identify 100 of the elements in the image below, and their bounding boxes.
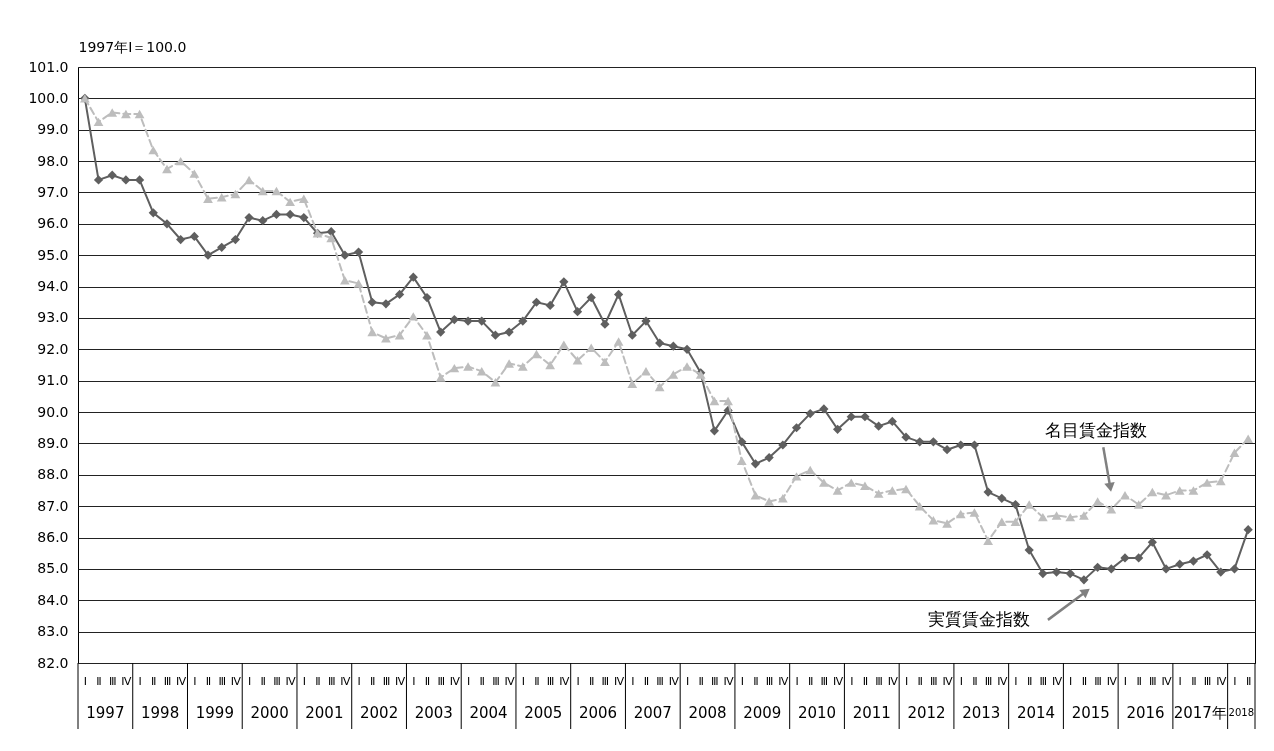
text: 2017年 [1173,704,1227,722]
x-tick-label: Ⅰ [631,674,635,688]
x-tick-label: Ⅰ [959,674,963,688]
x-tick-label: Ⅲ [1039,674,1048,688]
text: 1997 [86,704,125,722]
x-tick-label: Ⅲ [711,674,719,688]
x-tick-label: Ⅰ [576,674,580,688]
x-tick-label: Ⅲ [218,674,226,688]
x-tick-label: Ⅱ [1191,674,1197,688]
x-tick-label: Ⅳ [668,674,680,688]
x-tick-label: Ⅰ [302,674,306,688]
text: 2018 [1228,707,1255,718]
x-tick-label: Ⅱ [643,674,650,688]
x-tick-label: Ⅲ [1203,674,1212,688]
x-tick-label: Ⅰ [357,674,361,688]
x-tick-label: Ⅱ [315,674,321,688]
y-tick-label: 84.0 [37,591,69,608]
x-tick-label: Ⅱ [917,674,923,688]
text: 2001 [305,704,344,722]
x-tick-label: Ⅳ [449,674,461,688]
text: 2009 [743,704,782,722]
x-tick-label: Ⅳ [285,674,297,688]
x-tick-label: Ⅱ [534,674,540,688]
x-tick-label: Ⅱ [370,674,376,688]
x-tick-label: Ⅰ [1178,674,1182,688]
x-tick-label: Ⅳ [887,674,899,688]
y-tick-label: 100.0 [28,89,69,106]
x-tick-label: Ⅲ [820,674,829,688]
x-tick-label: Ⅲ [1149,674,1157,688]
text: 2011 [852,704,891,722]
x-tick-label: Ⅲ [984,674,993,688]
x-tick-label: Ⅰ [1233,674,1237,688]
x-tick-label: Ⅲ [327,674,336,688]
x-tick-label: Ⅰ [685,674,690,688]
x-tick-label: Ⅰ [83,674,87,688]
x-tick-label: Ⅳ [1216,674,1228,688]
x-tick-label: Ⅲ [382,674,391,688]
text: 1999 [195,704,234,722]
x-tick-label: Ⅳ [997,674,1009,688]
y-tick-label: 94.0 [37,278,69,295]
y-tick-label: 85.0 [37,560,69,577]
x-tick-label: Ⅳ [230,674,242,688]
text: 2004 [469,704,508,722]
x-tick-label: Ⅰ [1123,674,1128,688]
x-tick-label: Ⅳ [121,674,133,688]
y-tick-label: 89.0 [37,434,69,451]
y-tick-label: 97.0 [37,183,69,200]
x-tick-label: Ⅱ [96,674,102,688]
x-tick-label: Ⅳ [504,674,516,688]
x-tick-label: Ⅳ [1051,674,1063,688]
x-tick-label: Ⅲ [1094,674,1102,688]
x-tick-label: Ⅰ [795,674,799,688]
x-tick-label: Ⅰ [521,674,525,688]
x-tick-label: Ⅰ [904,674,909,688]
x-tick-label: Ⅱ [205,674,212,688]
x-tick-label: Ⅳ [778,674,790,688]
text: 2005 [524,704,563,722]
x-tick-label: Ⅰ [740,674,744,688]
y-tick-label: 93.0 [37,309,69,326]
x-tick-label: Ⅱ [807,674,814,688]
x-tick-label: Ⅱ [1026,674,1033,688]
x-tick-label: Ⅱ [260,674,266,688]
x-tick-label: Ⅱ [479,674,485,688]
y-axis-title: 1997年Ⅰ＝100.0 [78,38,187,55]
series-label: 実質賃金指数 [927,608,1030,629]
x-tick-label: Ⅰ [138,674,142,688]
x-tick-label: Ⅳ [395,674,407,688]
y-tick-label: 90.0 [37,403,69,420]
y-tick-label: 99.0 [37,121,69,138]
x-tick-label: Ⅱ [589,674,595,688]
y-tick-label: 88.0 [37,466,69,483]
text: 2006 [578,704,618,722]
x-tick-label: Ⅳ [340,674,352,688]
text: 2014 [1016,704,1056,722]
y-tick-label: 86.0 [37,529,69,546]
x-tick-label: Ⅲ [108,674,117,688]
x-tick-label: Ⅲ [765,674,774,688]
x-tick-label: Ⅳ [1106,674,1118,688]
x-tick-label: Ⅳ [833,674,844,688]
x-tick-label: Ⅳ [942,674,954,688]
y-tick-label: 95.0 [37,246,69,263]
x-tick-label: Ⅱ [1245,674,1252,688]
y-tick-label: 98.0 [37,152,69,169]
x-tick-label: Ⅱ [862,674,869,688]
y-tick-label: 101.0 [28,58,69,75]
text: 2015 [1071,704,1110,722]
x-tick-label: Ⅱ [424,674,431,688]
x-tick-label: Ⅳ [176,674,188,688]
x-tick-label: Ⅲ [875,674,883,688]
y-tick-label: 83.0 [37,623,69,640]
x-tick-label: Ⅰ [850,674,854,688]
text: 2003 [414,704,453,722]
x-tick-label: Ⅰ [412,674,416,688]
text: 名目賃金指数 [1045,420,1148,441]
x-tick-label: Ⅱ [1136,674,1142,688]
x-tick-label: Ⅲ [601,674,610,688]
x-tick-label: Ⅲ [546,674,555,688]
x-tick-label: Ⅰ [1069,674,1073,688]
x-tick-label: Ⅳ [1161,674,1173,688]
x-tick-label: Ⅲ [437,674,445,688]
